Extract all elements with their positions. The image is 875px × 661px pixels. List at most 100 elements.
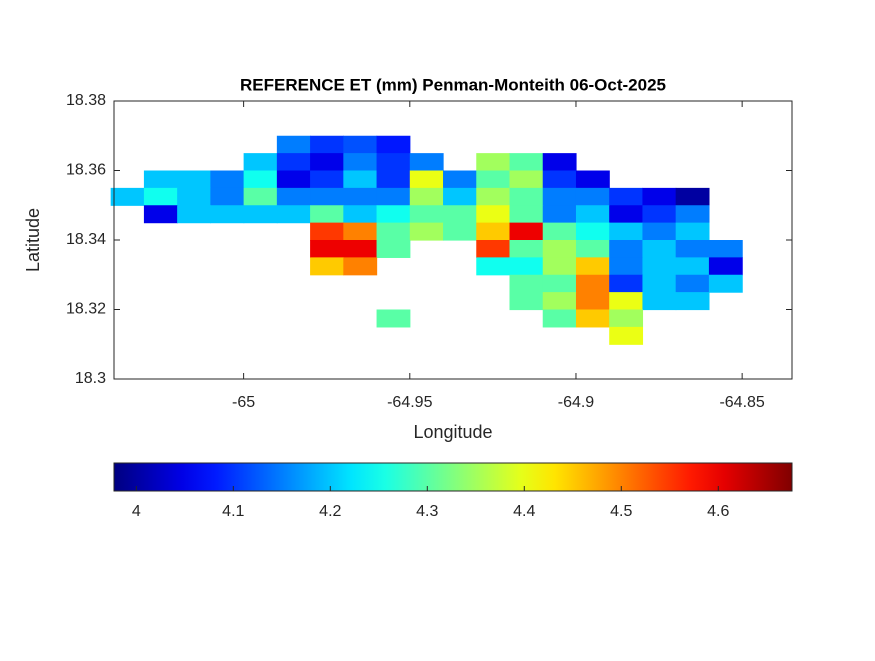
colorbar-tick-label: 4.3 xyxy=(416,503,438,520)
heat-cell xyxy=(443,205,477,224)
heat-cell xyxy=(476,187,511,206)
heat-cell xyxy=(476,170,511,189)
heat-cell xyxy=(476,257,511,276)
heat-cell xyxy=(376,135,411,154)
heat-cell xyxy=(509,240,544,258)
heat-cell xyxy=(243,153,278,172)
heat-cell xyxy=(575,257,610,276)
heat-cell xyxy=(609,292,644,311)
heat-cell xyxy=(509,205,544,224)
colorbar-tick-label: 4.1 xyxy=(222,503,244,520)
heat-cell xyxy=(542,274,577,293)
heat-cell xyxy=(476,240,511,258)
heat-cell xyxy=(409,222,444,241)
heat-cell xyxy=(542,257,577,276)
heat-cell xyxy=(243,170,278,189)
heat-cell xyxy=(376,170,411,189)
heat-cell xyxy=(509,257,544,276)
chart-title: REFERENCE ET (mm) Penman-Monteith 06-Oct… xyxy=(240,75,666,94)
heat-cell xyxy=(443,170,477,189)
heat-cell xyxy=(310,205,344,224)
heat-cell xyxy=(243,205,278,224)
heat-cell xyxy=(310,257,344,276)
heat-cell xyxy=(509,153,544,172)
heat-cell xyxy=(575,222,610,241)
heat-cell xyxy=(575,240,610,258)
heat-cell xyxy=(609,274,644,293)
heat-cell xyxy=(310,187,344,206)
heat-cell xyxy=(642,187,677,206)
heat-cell xyxy=(409,153,444,172)
heat-cell xyxy=(575,309,610,328)
heat-cell xyxy=(609,187,644,206)
heat-cell xyxy=(708,257,743,276)
heat-cell xyxy=(376,309,411,328)
heat-cell xyxy=(575,292,610,311)
heat-cell xyxy=(542,292,577,311)
heat-cell xyxy=(675,187,710,206)
heat-cell xyxy=(675,257,710,276)
x-tick-label: -65 xyxy=(232,394,255,411)
heat-cell xyxy=(343,153,378,172)
heat-cell xyxy=(509,222,544,241)
heat-cell xyxy=(476,222,511,241)
heat-cell xyxy=(476,153,511,172)
heat-cell xyxy=(642,257,677,276)
heat-cell xyxy=(575,170,610,189)
heat-cell xyxy=(276,187,311,206)
heat-cell xyxy=(409,205,444,224)
heat-cell xyxy=(509,274,544,293)
heat-cell xyxy=(343,222,378,241)
heat-cell xyxy=(177,187,211,206)
heat-cell xyxy=(509,170,544,189)
heat-cell xyxy=(376,187,411,206)
heat-cell xyxy=(376,240,411,258)
colorbar-tick-label: 4.2 xyxy=(319,503,341,520)
x-tick-label: -64.9 xyxy=(558,394,595,411)
heat-cell xyxy=(675,205,710,224)
heat-cell xyxy=(276,153,311,172)
y-tick-label: 18.38 xyxy=(66,92,106,109)
x-tick-label: -64.95 xyxy=(387,394,432,411)
heat-cell xyxy=(409,170,444,189)
colorbar-tick-label: 4.5 xyxy=(610,503,632,520)
heat-cell xyxy=(276,170,311,189)
y-tick-label: 18.36 xyxy=(66,162,106,179)
colorbar-tick-label: 4.4 xyxy=(513,503,535,520)
heat-cell xyxy=(210,187,245,206)
colorbar-tick-label: 4 xyxy=(132,503,141,520)
heat-cell xyxy=(143,205,178,224)
heat-cell xyxy=(143,187,178,206)
heat-cell xyxy=(143,170,178,189)
heat-cell xyxy=(310,222,344,241)
colorbar-tick-label: 4.6 xyxy=(707,503,729,520)
heat-cell xyxy=(708,240,743,258)
heat-cell xyxy=(609,205,644,224)
heat-cell xyxy=(575,205,610,224)
y-tick-label: 18.32 xyxy=(66,301,106,318)
heat-cell xyxy=(409,187,444,206)
heat-cell xyxy=(509,292,544,311)
heat-cell xyxy=(575,274,610,293)
heat-cell xyxy=(110,187,145,206)
heat-cell xyxy=(542,187,577,206)
heat-cell xyxy=(675,274,710,293)
y-tick-label: 18.34 xyxy=(66,231,106,248)
heat-cell xyxy=(542,153,577,172)
heat-cell xyxy=(276,205,311,224)
heat-cell xyxy=(343,187,378,206)
heat-cell xyxy=(642,222,677,241)
heat-cell xyxy=(376,205,411,224)
heat-cell xyxy=(609,326,644,345)
y-tick-label: 18.3 xyxy=(75,370,106,387)
heat-cell xyxy=(542,222,577,241)
heat-cell xyxy=(609,222,644,241)
heat-cell xyxy=(343,135,378,154)
heat-cell xyxy=(443,222,477,241)
heat-cell xyxy=(376,153,411,172)
colorbar xyxy=(113,462,793,492)
heat-cell xyxy=(675,240,710,258)
heat-cell xyxy=(177,205,211,224)
heat-cell xyxy=(575,187,610,206)
heat-cell xyxy=(310,170,344,189)
